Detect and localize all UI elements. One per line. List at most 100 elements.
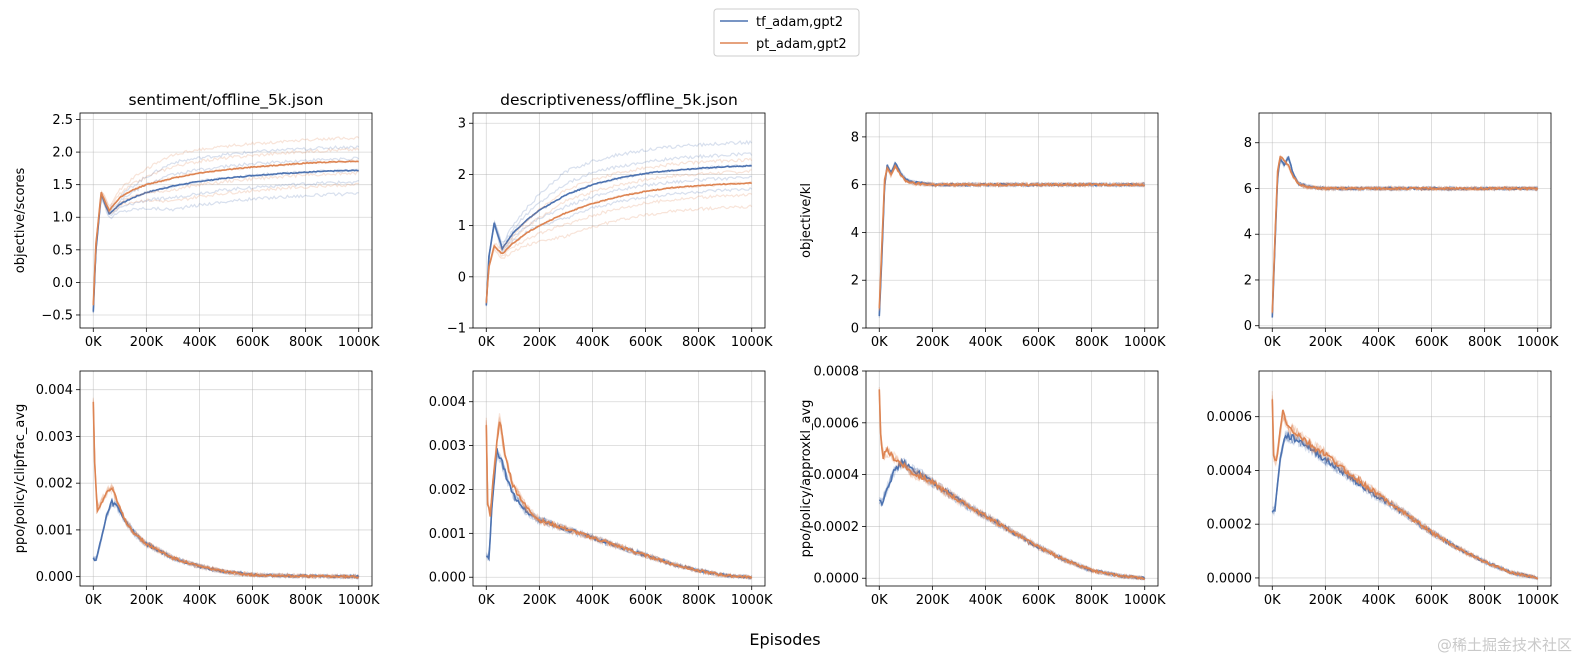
x-tick-label: 800K: [1468, 335, 1502, 350]
y-tick-label: 0.002: [429, 483, 466, 498]
x-tick-label: 200K: [1309, 335, 1343, 350]
x-tick-label: 0K: [85, 593, 102, 608]
chart-panel-3: 0K 200K 400K 600K 800K 1000K 0 2 4 6 8 objective/kl: [799, 112, 1166, 350]
y-axis-label: ppo/policy/approxkl_avg: [799, 400, 814, 558]
y-tick-label: 8: [851, 130, 859, 145]
x-tick-label: 200K: [130, 335, 164, 350]
seed-run-line: [878, 398, 1145, 581]
seed-run-line: [878, 386, 1145, 581]
x-tick-label: 600K: [236, 593, 270, 608]
seed-run-line: [1271, 154, 1538, 313]
seed-run-line: [92, 397, 360, 580]
chart-panel-2: 0K 200K 400K 600K 800K 1000K −1 0 1 2 3 descriptive…: [447, 91, 773, 350]
seed-run-line: [485, 157, 753, 304]
y-tick-label: 0.001: [429, 527, 466, 542]
x-tick-label: 600K: [236, 335, 270, 350]
y-tick-label: 0.004: [429, 395, 466, 410]
series-line-tf-adam-gpt2: [1271, 155, 1539, 318]
seed-run-line: [485, 139, 753, 307]
axes-frame: [79, 112, 373, 329]
series-line-pt-adam-gpt2: [485, 181, 753, 303]
x-tick-label: 800K: [1075, 335, 1109, 350]
y-tick-label: 2.0: [52, 146, 73, 161]
axes-frame: [865, 112, 1159, 329]
seed-run-line: [1271, 155, 1539, 318]
y-tick-label: 4: [1244, 228, 1252, 243]
seed-run-line: [92, 502, 359, 580]
seed-run-line: [92, 399, 360, 580]
y-tick-label: 0.0000: [814, 572, 860, 587]
x-tick-label: 0K: [1264, 593, 1281, 608]
seed-run-line: [1271, 432, 1539, 581]
y-tick-label: 2.5: [52, 113, 73, 128]
x-tick-label: 800K: [289, 335, 323, 350]
seed-run-line: [1271, 395, 1539, 581]
seed-run-line: [878, 164, 1145, 315]
seed-run-line: [878, 166, 1146, 309]
x-tick-label: 200K: [523, 593, 557, 608]
plot-area: [92, 135, 360, 314]
seed-run-line: [92, 147, 360, 307]
seed-run-line: [92, 135, 360, 306]
y-tick-label: 0.0006: [1207, 410, 1253, 425]
watermark: @稀土掘金技术社区: [1436, 636, 1572, 654]
y-tick-label: 0: [851, 322, 859, 337]
y-tick-label: 0.000: [36, 570, 73, 585]
seed-run-line: [93, 502, 359, 580]
plot-area: [485, 139, 753, 307]
x-tick-label: 0K: [871, 335, 888, 350]
seed-run-line: [92, 156, 360, 311]
series-line-pt-adam-gpt2: [485, 421, 753, 579]
x-tick-label: 400K: [576, 593, 610, 608]
y-tick-label: 0.002: [36, 477, 73, 492]
y-tick-label: 4: [851, 226, 859, 241]
seed-run-line: [1271, 401, 1538, 580]
axes-frame: [472, 112, 766, 329]
x-tick-label: 200K: [916, 593, 950, 608]
y-tick-label: −0.5: [41, 308, 73, 323]
y-tick-label: 6: [851, 178, 859, 193]
seed-run-line: [485, 413, 753, 580]
series-line-tf-adam-gpt2: [92, 497, 360, 579]
x-tick-label: 400K: [183, 335, 217, 350]
x-tick-label: 1000K: [731, 593, 773, 608]
y-tick-label: 6: [1244, 182, 1252, 197]
y-tick-label: 0.0008: [814, 365, 860, 380]
y-tick-label: 0: [458, 270, 466, 285]
y-tick-label: 1.0: [52, 211, 73, 226]
y-tick-label: 0.003: [36, 430, 73, 445]
x-tick-label: 400K: [1362, 593, 1396, 608]
x-tick-label: 1000K: [338, 335, 380, 350]
x-tick-label: 600K: [1022, 593, 1056, 608]
y-tick-label: 0: [1244, 319, 1252, 334]
chart-panel-4: 0K 200K 400K 600K 800K 1000K 0 2 4 6 8: [1244, 112, 1559, 350]
axes-frame: [79, 370, 373, 587]
y-tick-label: 2: [851, 274, 859, 289]
y-tick-label: 2: [458, 168, 466, 183]
y-tick-label: 8: [1244, 136, 1252, 151]
x-tick-label: 200K: [1309, 593, 1343, 608]
chart-panel-1: 0K 200K 400K 600K 800K 1000K −0.5 0.0 0.5 1.0 1.5 2…: [13, 91, 380, 350]
y-tick-label: 2: [1244, 273, 1252, 288]
y-tick-label: 0.0006: [814, 416, 860, 431]
seed-run-line: [878, 391, 1146, 581]
seed-run-line: [485, 417, 753, 580]
series-line-pt-adam-gpt2: [92, 401, 359, 579]
panel-title: descriptiveness/offline_5k.json: [500, 91, 738, 110]
x-tick-label: 600K: [1022, 335, 1056, 350]
y-axis-label: ppo/policy/clipfrac_avg: [13, 404, 28, 554]
y-tick-label: 0.000: [429, 571, 466, 586]
y-tick-label: 0.5: [52, 243, 73, 258]
seed-run-line: [1271, 156, 1538, 315]
y-tick-label: 0.0002: [1207, 518, 1253, 533]
chart-panel-8: 0K 200K 400K 600K 800K 1000K 0.0000 0.0002 0.000…: [1207, 370, 1559, 608]
seed-run-line: [1271, 155, 1539, 315]
axes-frame: [1258, 370, 1552, 587]
series-line-pt-adam-gpt2: [92, 160, 359, 306]
seed-run-line: [93, 501, 360, 580]
panel-title: sentiment/offline_5k.json: [129, 91, 324, 110]
plot-area: [92, 397, 360, 581]
chart-panel-7: 0K 200K 400K 600K 800K 1000K 0.0000 0.0002 0.000…: [799, 365, 1166, 609]
legend: tf_adam,gpt2 pt_adam,gpt2: [713, 8, 860, 57]
global-x-axis-label: Episodes: [749, 630, 820, 649]
